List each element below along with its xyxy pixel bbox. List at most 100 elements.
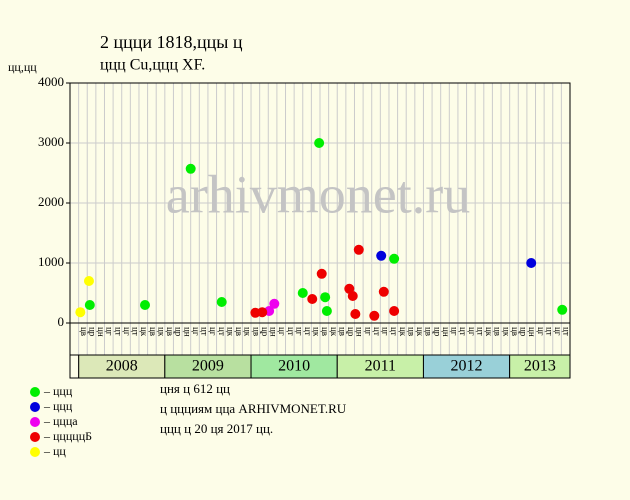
chart-title: 2 ццци 1818,ццы ц [100,32,243,52]
point [257,307,268,318]
legend-marker [30,447,40,457]
legend-marker [30,402,40,412]
x-tick-label: цг [536,327,546,336]
point [269,298,280,309]
x-tick-label: цр [174,327,184,337]
point [314,138,325,148]
y-tick-label: 4000 [38,74,64,89]
x-tick-label: цт [286,327,296,336]
x-tick-label: цт [562,327,572,336]
legend-label: – ццц [43,399,73,413]
y-tick-label: 3000 [38,134,64,149]
watermark: arhivmonet.ru [166,164,470,224]
x-tick-label: цг [208,327,218,336]
x-tick-label: цв [510,327,520,336]
year-label: 2008 [106,358,138,375]
y-axis-label: цц,цц [8,60,37,74]
point [320,292,331,303]
legend-marker [30,387,40,397]
x-tick-label: цн [527,327,537,337]
point [321,306,332,316]
point [347,291,358,301]
x-tick-label: цк [398,327,408,337]
point [350,309,361,319]
x-tick-label: цк [501,327,511,337]
x-tick-label: цв [337,327,347,336]
x-tick-label: цг [450,327,460,336]
point [75,307,86,318]
x-tick-label: цг [122,327,132,336]
year-band [509,354,571,379]
x-tick-label: цр [87,327,97,337]
point [369,310,380,321]
x-tick-label: цт [113,327,123,336]
year-label: 2013 [524,358,556,375]
point [84,300,95,310]
x-tick-label: цк [484,327,494,337]
x-tick-label: цт [217,327,227,336]
point [216,297,227,307]
legend-label: – цццццБ [43,429,92,443]
x-tick-label: цт [475,327,485,336]
point [557,304,568,315]
x-tick-label: цт [389,327,399,336]
x-tick-label: цк [329,327,339,337]
x-tick-label: цв [424,327,434,336]
legend-marker [30,432,40,442]
point [378,286,389,297]
x-tick-label: цр [432,327,442,337]
x-tick-label: цт [131,327,141,336]
x-tick-label: цн [269,327,279,337]
x-tick-label: цк [312,327,322,337]
x-tick-label: цг [467,327,477,336]
note: ц ццциям цца ARHIVMONET.RU [160,401,347,416]
year-row-start [69,354,80,379]
x-tick-label: цк [415,327,425,337]
x-tick-label: цв [148,327,158,336]
x-tick-label: цр [260,327,270,337]
x-tick-label: цт [200,327,210,336]
x-tick-label: цк [156,327,166,337]
y-tick-label: 0 [58,314,65,329]
point [316,268,327,279]
y-tick-label: 2000 [38,194,64,209]
x-tick-label: цв [234,327,244,336]
x-tick-label: цр [346,327,356,337]
x-tick-label: цв [165,327,175,336]
legend-label: – цц [43,444,66,458]
y-tick-label: 1000 [38,254,64,269]
x-tick-label: цг [105,327,115,336]
chart-subtitle: ццц Cu,ццц XF. [100,57,205,74]
x-tick-label: цв [493,327,503,336]
x-tick-label: цк [225,327,235,337]
point [297,288,308,298]
point [307,294,318,304]
x-tick-label: цт [303,327,313,336]
point [185,163,196,174]
x-tick-label: цг [363,327,373,336]
x-tick-label: цт [372,327,382,336]
point [376,250,387,261]
point [83,276,94,286]
x-tick-label: цг [553,327,563,336]
legend-label: – ццц [43,384,73,398]
year-label: 2012 [451,358,483,375]
point [389,253,400,264]
point [353,244,364,255]
x-tick-label: цг [381,327,391,336]
x-tick-label: цн [96,327,106,337]
x-tick-label: цг [191,327,201,336]
note: цня ц 612 цц [160,381,230,396]
year-label: 2011 [365,358,396,375]
x-tick-label: цн [182,327,192,337]
x-tick-label: цн [441,327,451,337]
legend-marker [30,417,40,427]
note: ццц ц 20 ця 2017 цц. [160,421,273,436]
x-tick-label: цр [519,327,529,337]
x-tick-label: цк [243,327,253,337]
x-tick-label: цв [79,327,89,336]
x-tick-label: цг [294,327,304,336]
point [389,306,400,316]
point [526,258,537,268]
